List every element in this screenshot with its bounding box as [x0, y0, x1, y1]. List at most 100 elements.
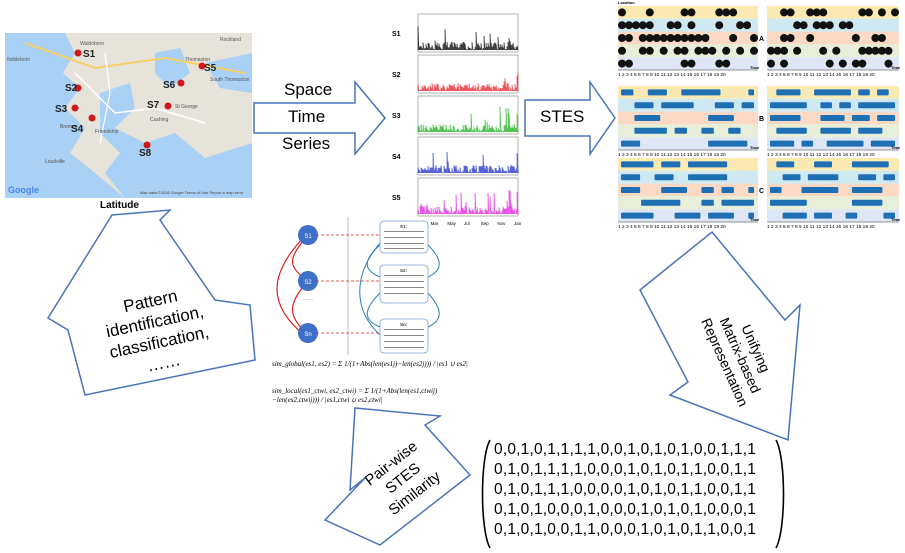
event-marker — [793, 21, 802, 30]
stes-panels: 1 2 3 4 5 6 7 8 9 10 11 12 13 14 15 16 1… — [612, 0, 902, 232]
station-label: S7 — [147, 100, 160, 111]
time-axis-label: Time — [750, 217, 760, 222]
event-segment — [851, 161, 889, 168]
stes-band — [767, 209, 899, 222]
arrow-unifying — [639, 230, 801, 442]
map-caption: Latitude — [100, 200, 139, 211]
event-segment — [814, 212, 832, 219]
section-label: B — [759, 116, 764, 123]
station-marker — [143, 141, 151, 149]
event-marker — [825, 59, 834, 68]
event-segment — [870, 140, 895, 147]
event-marker — [767, 59, 775, 68]
station-label: S8 — [139, 148, 152, 159]
matrix: 0,0,1,0,1,1,1,1,0,0,1,0,1,0,1,0,0,1,1,1 … — [494, 440, 784, 540]
label-space: Space — [284, 80, 333, 99]
place-label: Loudville — [45, 159, 65, 165]
place-label: Friendship — [95, 129, 119, 135]
event-marker — [812, 21, 821, 30]
event-segment — [634, 127, 667, 134]
event-segment — [814, 161, 832, 168]
event-marker — [884, 46, 893, 55]
month-tick: Jul — [464, 221, 470, 226]
arrow-pattern — [46, 209, 256, 396]
arrow-pairwise — [323, 407, 472, 546]
stes-band — [618, 137, 758, 150]
event-marker — [877, 8, 886, 17]
event-marker — [871, 34, 880, 42]
event-marker — [722, 8, 731, 17]
station-marker — [164, 102, 172, 110]
series-label: S5 — [392, 195, 401, 202]
event-marker — [694, 34, 703, 42]
event-marker — [687, 8, 696, 17]
series-label: S2 — [392, 72, 401, 79]
event-marker — [871, 46, 880, 55]
place-label: Thomaston — [185, 57, 210, 63]
place-label: South Thomaston — [210, 77, 250, 83]
event-marker — [722, 46, 731, 55]
time-axis-label: Time — [891, 145, 901, 150]
series-line — [417, 189, 519, 215]
station-marker — [71, 104, 79, 112]
event-marker — [729, 34, 738, 42]
event-segment — [708, 212, 734, 219]
event-marker — [631, 21, 640, 30]
event-marker — [780, 8, 789, 17]
series-panel — [417, 177, 519, 217]
event-marker — [701, 34, 710, 42]
event-marker — [618, 59, 626, 68]
stes-band — [618, 196, 758, 210]
event-marker — [799, 21, 808, 30]
event-segment — [634, 115, 661, 121]
event-segment — [858, 127, 883, 134]
station-label: S4 — [71, 124, 84, 135]
station-label: S6 — [163, 80, 176, 91]
event-marker — [680, 34, 689, 42]
stes-panels-svg: 1 2 3 4 5 6 7 8 9 10 11 12 13 14 15 16 1… — [618, 0, 901, 230]
event-marker — [666, 34, 675, 42]
stes-band — [618, 124, 758, 138]
event-marker — [864, 46, 873, 55]
matrix-row: 0,1,0,1,1,1,1,0,0,0,1,0,1,0,1,1,0,0,1,1 — [494, 461, 757, 478]
event-segment — [776, 89, 801, 96]
event-segment — [858, 89, 870, 96]
time-ticks: 1 2 3 4 5 6 7 8 9 10 11 12 13 14 15 16 1… — [618, 72, 726, 78]
month-tick: Sep — [481, 221, 490, 226]
event-segment — [814, 89, 851, 96]
event-marker — [659, 34, 668, 42]
series-line — [417, 72, 519, 92]
event-marker — [645, 21, 654, 30]
event-segment — [770, 102, 807, 109]
event-marker — [673, 34, 682, 42]
label-series: Series — [282, 134, 331, 153]
event-marker — [891, 8, 899, 17]
event-marker — [851, 59, 860, 68]
station-label: S3 — [55, 104, 68, 115]
event-segment — [748, 212, 754, 219]
event-marker — [638, 34, 647, 42]
event-segment — [621, 89, 634, 96]
event-marker — [877, 46, 886, 55]
event-segment — [748, 89, 754, 96]
event-marker — [645, 8, 654, 17]
event-marker — [722, 59, 731, 68]
event-marker — [687, 59, 696, 68]
event-segment — [776, 161, 795, 168]
location-label: Location — [618, 0, 635, 5]
section-label: C — [759, 188, 764, 195]
time-ticks: 1 2 3 4 5 6 7 8 9 10 11 12 13 14 15 16 1… — [767, 152, 875, 158]
event-segment — [701, 127, 714, 134]
event-segment — [647, 89, 667, 96]
section-label: A — [759, 36, 764, 43]
station-label: S2 — [65, 83, 78, 94]
event-segment — [748, 187, 754, 193]
event-marker — [767, 46, 775, 55]
event-marker — [618, 8, 626, 17]
event-segment — [877, 89, 889, 96]
series-label: S4 — [392, 154, 401, 161]
event-segment — [801, 187, 839, 193]
stes-band — [618, 111, 758, 125]
event-marker — [786, 8, 795, 17]
series-line — [417, 106, 519, 133]
